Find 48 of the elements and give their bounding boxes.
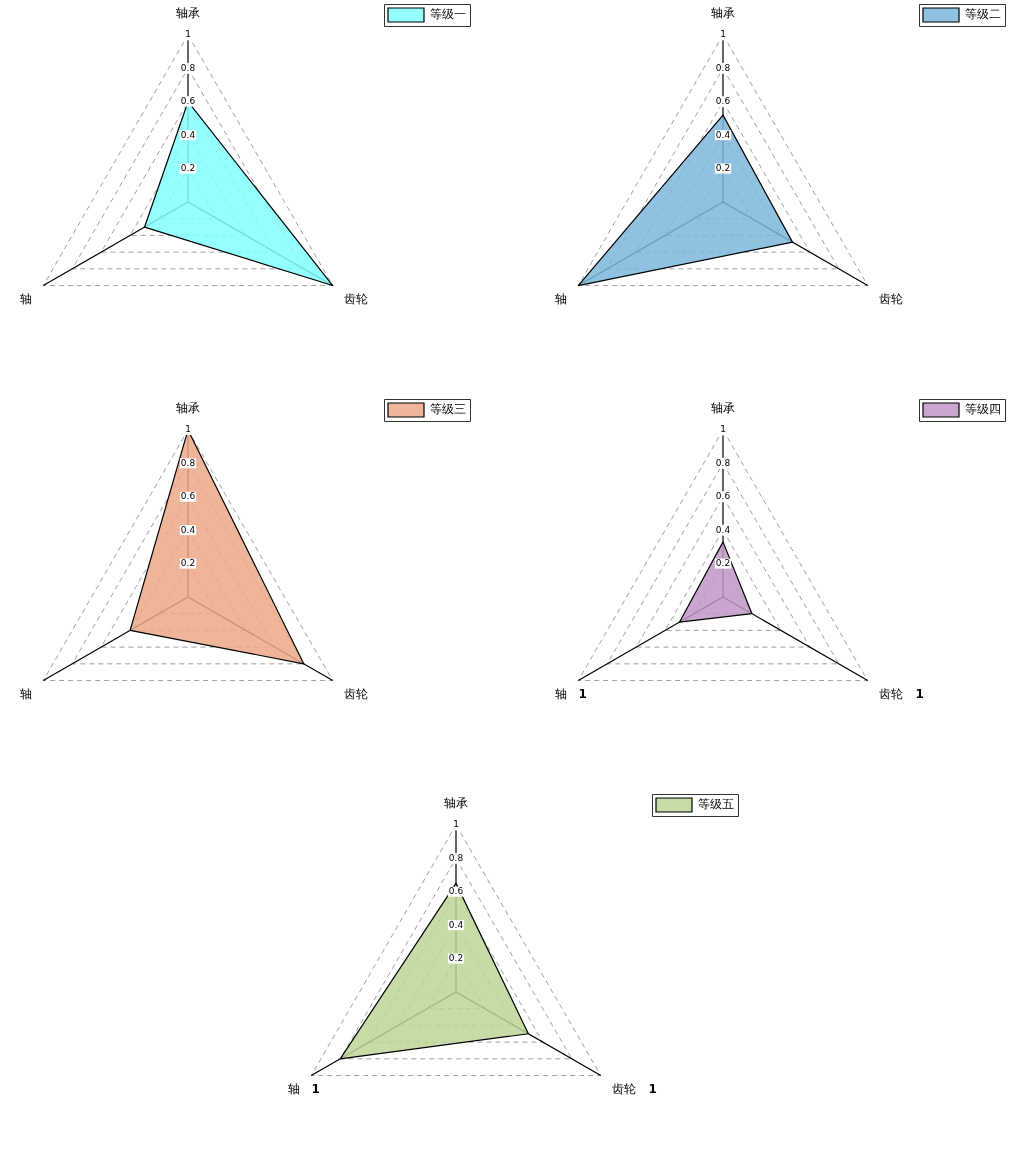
spoke-label: 轴承 bbox=[444, 796, 468, 811]
text: 1 bbox=[648, 1081, 657, 1096]
y-tick-label: 0.2 bbox=[715, 557, 731, 568]
y-tick-label: 1 bbox=[185, 29, 191, 40]
y-tick-label: 0.6 bbox=[180, 491, 196, 502]
y-tick-label: 0.6 bbox=[715, 491, 731, 502]
legend-label: 等级五 bbox=[698, 797, 734, 812]
spoke-label: 齿轮 bbox=[344, 291, 369, 306]
y-tick-label: 0.6 bbox=[715, 96, 731, 107]
y-tick-label: 0.2 bbox=[715, 162, 731, 173]
y-tick-label: 0.4 bbox=[715, 129, 731, 140]
y-tick-label: 0.2 bbox=[180, 557, 196, 568]
y-tick-label: 1 bbox=[720, 424, 726, 435]
legend-label: 等级一 bbox=[430, 7, 466, 22]
text: 1 bbox=[915, 686, 924, 701]
spoke-label: 齿轮 bbox=[344, 686, 369, 701]
y-tick-label: 0.8 bbox=[180, 62, 196, 73]
legend-label: 等级二 bbox=[965, 7, 1001, 22]
spoke-label: 齿轮 bbox=[879, 686, 904, 701]
legend-label: 等级三 bbox=[430, 402, 466, 417]
y-tick-label: 0.4 bbox=[448, 919, 464, 930]
spoke-label: 轴承 bbox=[711, 6, 735, 21]
spoke-label: 齿轮 bbox=[612, 1081, 637, 1096]
y-tick-label: 0.8 bbox=[715, 457, 731, 468]
y-tick-label: 0.8 bbox=[715, 62, 731, 73]
y-tick-label: 0.2 bbox=[180, 162, 196, 173]
spoke-label: 轴 bbox=[554, 291, 567, 306]
y-tick-label: 0.4 bbox=[715, 524, 731, 535]
y-tick-label: 1 bbox=[453, 819, 459, 830]
legend-label: 等级四 bbox=[965, 402, 1001, 417]
spoke-label: 轴 bbox=[287, 1081, 300, 1096]
y-tick-label: 0.8 bbox=[180, 457, 196, 468]
spoke-label: 轴 bbox=[19, 291, 32, 306]
y-tick-label: 1 bbox=[185, 424, 191, 435]
spoke-label: 轴承 bbox=[176, 6, 200, 21]
spoke-label: 齿轮 bbox=[879, 291, 904, 306]
y-tick-label: 0.4 bbox=[180, 129, 196, 140]
y-tick-label: 0.8 bbox=[448, 852, 464, 863]
text: 1 bbox=[311, 1081, 320, 1096]
spoke-label: 轴承 bbox=[711, 401, 735, 416]
y-tick-label: 0.6 bbox=[448, 886, 464, 897]
spoke-label: 轴 bbox=[554, 686, 567, 701]
spoke-label: 轴 bbox=[19, 686, 32, 701]
y-tick-label: 0.2 bbox=[448, 952, 464, 963]
spoke-label: 轴承 bbox=[176, 401, 200, 416]
y-tick-label: 0.4 bbox=[180, 524, 196, 535]
text: 1 bbox=[578, 686, 587, 701]
y-tick-label: 1 bbox=[720, 29, 726, 40]
